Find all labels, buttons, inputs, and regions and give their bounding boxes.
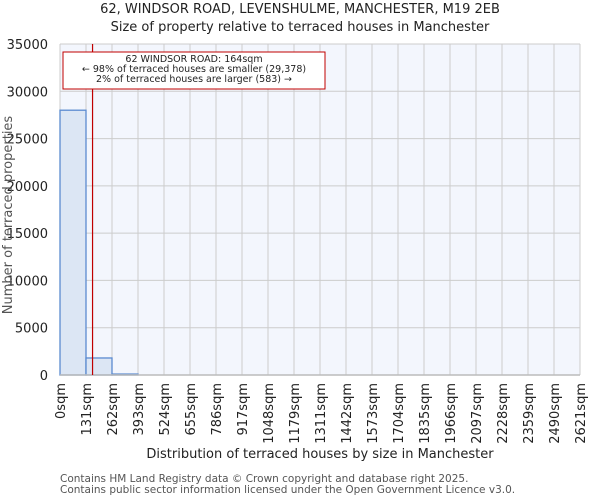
- x-tick-label: 1966sqm: [444, 383, 459, 444]
- x-tick-label: 1179sqm: [288, 383, 303, 444]
- y-tick-label: 35000: [7, 38, 48, 53]
- x-tick-label: 1048sqm: [262, 383, 277, 444]
- x-axis-label: Distribution of terraced houses by size …: [146, 447, 494, 462]
- y-tick-label: 20000: [7, 180, 48, 195]
- annotation-text: 2% of terraced houses are larger (583) →: [96, 74, 292, 85]
- footer-copyright: Contains HM Land Registry data © Crown c…: [60, 473, 469, 485]
- x-tick-label: 1442sqm: [340, 383, 355, 444]
- y-tick-label: 5000: [15, 322, 48, 337]
- footer-licence: Contains public sector information licen…: [60, 484, 516, 496]
- x-tick-label: 524sqm: [158, 383, 173, 436]
- histogram-bar: [85, 357, 113, 376]
- y-tick-label: 10000: [7, 274, 48, 289]
- x-tick-label: 1835sqm: [418, 383, 433, 444]
- chart-subtitle: Size of property relative to terraced ho…: [110, 20, 490, 35]
- x-tick-label: 2490sqm: [548, 383, 563, 444]
- annotation-text: ← 98% of terraced houses are smaller (29…: [82, 64, 306, 75]
- x-tick-label: 2359sqm: [522, 383, 537, 444]
- y-tick-label: 30000: [7, 85, 48, 100]
- x-tick-label: 917sqm: [236, 383, 251, 436]
- x-tick-label: 262sqm: [106, 383, 121, 436]
- histogram-bar: [59, 109, 87, 376]
- x-tick-label: 2621sqm: [574, 383, 589, 444]
- y-axis-label: Number of terraced properties: [1, 116, 16, 315]
- chart-title: 62, WINDSOR ROAD, LEVENSHULME, MANCHESTE…: [100, 2, 500, 17]
- x-tick-label: 393sqm: [132, 383, 147, 436]
- y-tick-label: 25000: [7, 133, 48, 148]
- y-tick-label: 0: [40, 369, 48, 384]
- annotation-box: [62, 51, 326, 90]
- y-tick-label: 15000: [7, 227, 48, 242]
- x-tick-label: 1704sqm: [392, 383, 407, 444]
- x-tick-label: 0sqm: [54, 383, 69, 419]
- x-tick-label: 2228sqm: [496, 383, 511, 444]
- x-tick-label: 786sqm: [210, 383, 225, 436]
- x-tick-label: 131sqm: [80, 383, 95, 436]
- x-tick-label: 1311sqm: [314, 383, 329, 444]
- annotation-text: 62 WINDSOR ROAD: 164sqm: [125, 54, 262, 65]
- x-tick-label: 1573sqm: [366, 383, 381, 444]
- x-tick-label: 655sqm: [184, 383, 199, 436]
- x-tick-label: 2097sqm: [470, 383, 485, 444]
- histogram-chart: 0 5000 10000 15000 20000 25000 30000 35000 0sqm 1…: [1, 38, 589, 462]
